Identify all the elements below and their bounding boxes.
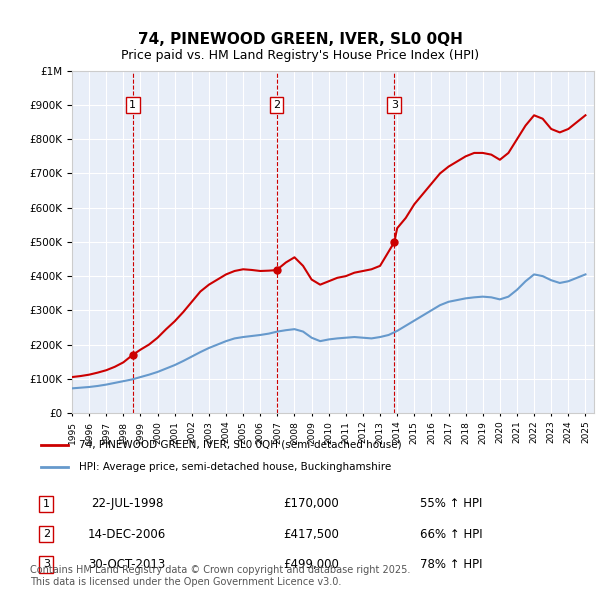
Text: 55% ↑ HPI: 55% ↑ HPI	[420, 497, 482, 510]
Text: Contains HM Land Registry data © Crown copyright and database right 2025.
This d: Contains HM Land Registry data © Crown c…	[30, 565, 410, 587]
Text: 2: 2	[43, 529, 50, 539]
Text: 74, PINEWOOD GREEN, IVER, SL0 0QH (semi-detached house): 74, PINEWOOD GREEN, IVER, SL0 0QH (semi-…	[79, 440, 401, 450]
Text: 2: 2	[273, 100, 280, 110]
Text: 1: 1	[43, 499, 50, 509]
Text: HPI: Average price, semi-detached house, Buckinghamshire: HPI: Average price, semi-detached house,…	[79, 462, 391, 472]
Text: £417,500: £417,500	[283, 527, 339, 540]
Text: Price paid vs. HM Land Registry's House Price Index (HPI): Price paid vs. HM Land Registry's House …	[121, 49, 479, 62]
Text: 74, PINEWOOD GREEN, IVER, SL0 0QH: 74, PINEWOOD GREEN, IVER, SL0 0QH	[137, 32, 463, 47]
Text: 14-DEC-2006: 14-DEC-2006	[88, 527, 166, 540]
Text: 3: 3	[43, 559, 50, 569]
Text: £170,000: £170,000	[283, 497, 338, 510]
Text: 1: 1	[129, 100, 136, 110]
Text: £499,000: £499,000	[283, 558, 339, 571]
Text: 22-JUL-1998: 22-JUL-1998	[91, 497, 163, 510]
Text: 78% ↑ HPI: 78% ↑ HPI	[420, 558, 482, 571]
Text: 66% ↑ HPI: 66% ↑ HPI	[420, 527, 482, 540]
Text: 3: 3	[391, 100, 398, 110]
Text: 30-OCT-2013: 30-OCT-2013	[89, 558, 166, 571]
